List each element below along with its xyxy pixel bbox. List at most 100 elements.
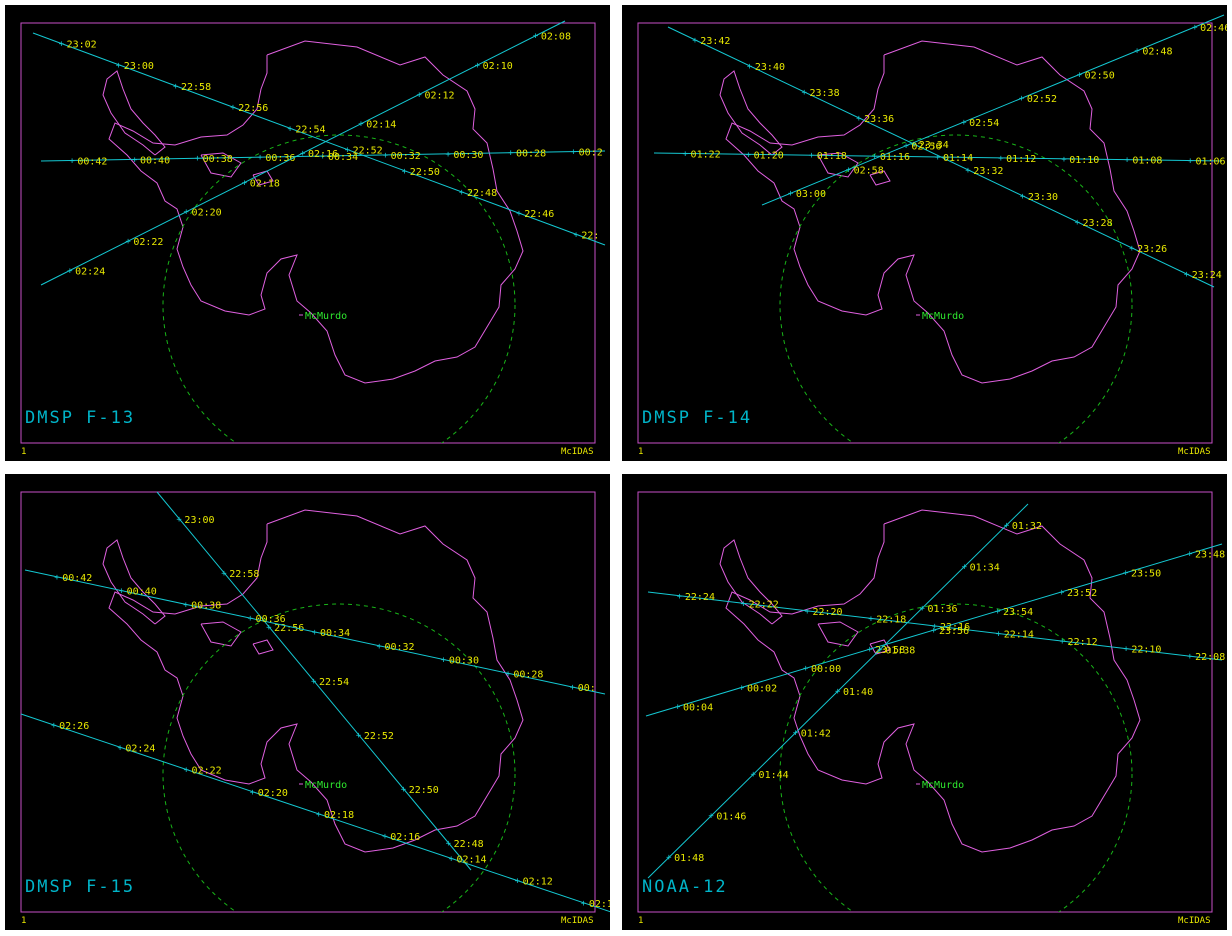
track-tick-mark: + [570, 683, 576, 693]
pass-time-label: 00:30 [453, 150, 483, 161]
track-tick-mark: + [747, 62, 753, 72]
pass-time-label: 02:52 [1027, 94, 1057, 105]
pass-time-label: 23:40 [755, 62, 785, 73]
track-tick-mark: + [316, 810, 322, 820]
pass-time-label: 23:50 [1131, 569, 1161, 580]
map-panel-noaa-12: McMurdo +22:24 +22:22 +22:20 +22:18 +22:16 +22… [622, 474, 1227, 930]
track-tick-mark: + [505, 669, 511, 679]
pass-time-label: 02:54 [969, 118, 999, 129]
track-tick-mark: + [1134, 47, 1140, 57]
pass-time-label: 00:28 [513, 669, 543, 680]
pass-time-label: 23:24 [1192, 270, 1222, 281]
track-tick-mark: + [581, 899, 587, 909]
pass-time-label: 22:08 [1195, 652, 1225, 663]
mcidas-brand: McIDAS [561, 916, 594, 926]
track-tick-mark: + [125, 237, 131, 247]
pass-time-label: 01:38 [885, 645, 915, 656]
track-tick-mark: + [1192, 23, 1198, 33]
frame-number: 1 [638, 916, 644, 926]
pass-time-label: 02:22 [133, 237, 163, 248]
track-tick-mark: + [846, 165, 852, 175]
pass-time-label: 00:38 [203, 154, 233, 165]
mcidas-brand: McIDAS [1178, 916, 1211, 926]
antarctica-coastline [725, 40, 1141, 384]
pass-time-label: 02:20 [258, 788, 288, 799]
track-tick-mark: + [675, 702, 681, 712]
pass-time-label: 23:02 [67, 40, 97, 51]
track-tick-mark: + [872, 152, 878, 162]
ice-shelf-outline [817, 621, 859, 647]
pass-time-label: 23:48 [1195, 550, 1225, 561]
pass-time-label: 22:56 [274, 623, 304, 634]
pass-time-label: 00:2 [579, 148, 603, 159]
track-tick-mark: + [383, 151, 389, 161]
pass-time-label: 01:36 [927, 604, 957, 615]
satellite-track [24, 569, 606, 695]
antarctic-peninsula-coastline [719, 539, 783, 625]
track-tick-mark: + [195, 154, 201, 164]
reception-range-ring [779, 134, 1133, 443]
pass-time-label: 00:38 [191, 600, 221, 611]
track-tick-mark: + [996, 630, 1002, 640]
reception-range-ring [779, 603, 1133, 912]
track-tick-mark: + [287, 124, 293, 134]
frame-number: 1 [638, 447, 644, 457]
satellite-track [647, 591, 1223, 661]
track-tick-mark: + [221, 569, 227, 579]
pass-time-label: 00:30 [449, 656, 479, 667]
ice-shelf-outline [869, 170, 891, 186]
ice-shelf-outline [200, 621, 242, 647]
frame-number: 1 [21, 916, 27, 926]
track-tick-mark: + [965, 166, 971, 176]
pass-time-label: 01:32 [1012, 521, 1042, 532]
track-tick-mark: + [1075, 218, 1081, 228]
pass-time-label: 01:18 [817, 151, 847, 162]
pass-time-label: 22:58 [229, 569, 259, 580]
track-tick-mark: + [683, 149, 689, 159]
satellite-track [156, 491, 472, 871]
pass-time-label: 23:36 [864, 114, 894, 125]
frame-number: 1 [21, 447, 27, 457]
pass-time-label: 02:46 [1200, 23, 1227, 34]
track-tick-mark: + [1077, 70, 1083, 80]
pass-time-label: 23:32 [973, 166, 1003, 177]
track-tick-mark: + [248, 614, 254, 624]
track-tick-mark: + [59, 40, 65, 50]
satellite-track [645, 543, 1223, 717]
track-tick-mark: + [1059, 588, 1065, 598]
track-tick-mark: + [67, 266, 73, 276]
pass-time-label: 02:18 [250, 178, 280, 189]
map-panel-dmsp-f14: McMurdo +23:42 +23:40 +23:38 +23:36 +23:34 +23… [622, 5, 1227, 461]
track-tick-mark: + [358, 120, 364, 130]
antarctica-coastline [725, 509, 1141, 853]
track-tick-mark: + [475, 61, 481, 71]
pass-time-label: 22:46 [524, 209, 554, 220]
pass-time-label: 00:40 [140, 155, 170, 166]
track-tick-mark: + [741, 599, 747, 609]
track-tick-mark: + [1019, 94, 1025, 104]
pass-time-label: 00:02 [747, 683, 777, 694]
track-tick-mark: + [250, 788, 256, 798]
track-tick-mark: + [739, 683, 745, 693]
pass-time-label: 00:36 [265, 153, 295, 164]
pass-time-label: 00:00 [811, 664, 841, 675]
antarctic-peninsula-coastline [102, 539, 166, 625]
track-tick-mark: + [1061, 155, 1067, 165]
ice-shelf-outline [200, 152, 242, 178]
track-tick-mark: + [356, 731, 362, 741]
track-tick-mark: + [961, 118, 967, 128]
pass-time-label: 23:34 [919, 140, 949, 151]
satellite-track [761, 14, 1225, 206]
pass-time-label: 23:42 [700, 36, 730, 47]
pass-time-label: 00:34 [328, 152, 358, 163]
map-canvas: McMurdo+ 23:02+ 23:00+ 22:58+ 22:56+ 22:54+ 22… [20, 20, 606, 444]
pass-time-label: 02:50 [1085, 70, 1115, 81]
track-tick-mark: + [1060, 637, 1066, 647]
track-tick-mark: + [183, 600, 189, 610]
pass-time-label: 00:34 [320, 628, 350, 639]
track-tick-mark: + [1004, 521, 1010, 531]
antarctica-coastline [108, 40, 524, 384]
mcidas-brand: McIDAS [1178, 447, 1211, 457]
map-panel-dmsp-f13: McMurdo +23:02 +23:00 +22:58 +22:56 +22:54 +22… [5, 5, 610, 461]
track-tick-mark: + [382, 832, 388, 842]
